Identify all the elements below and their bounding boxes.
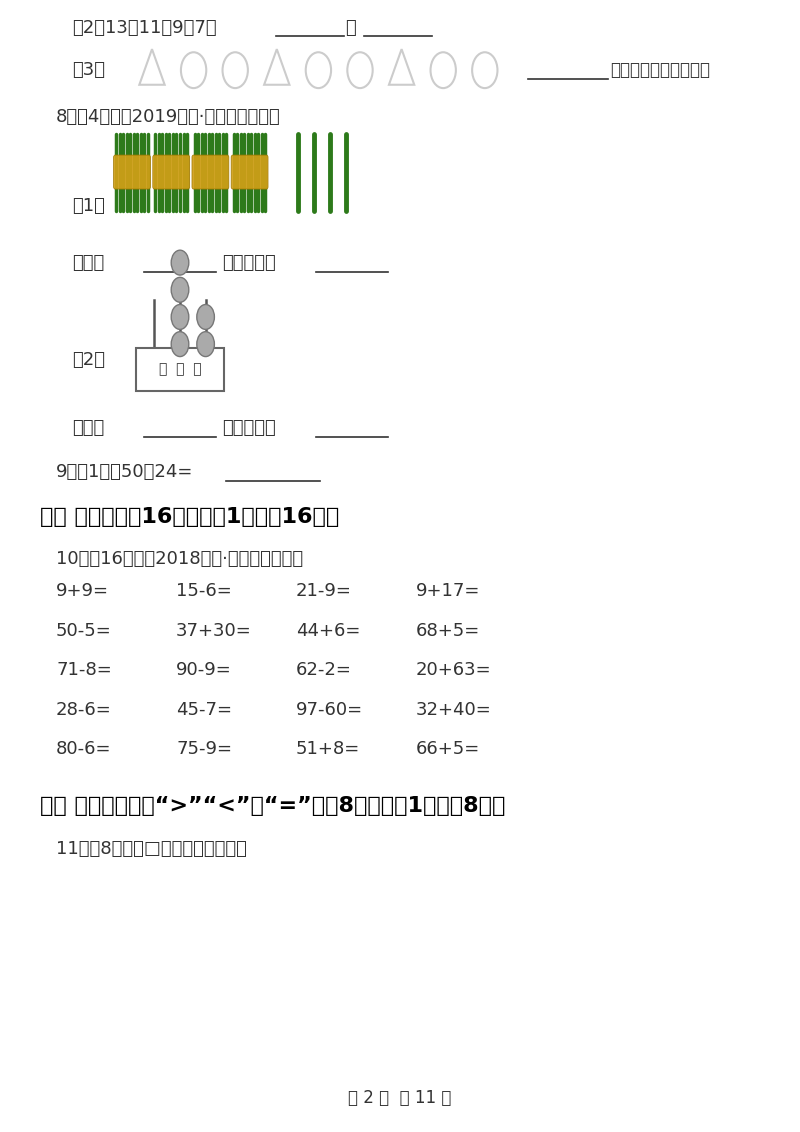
Text: 45-7=: 45-7= [176,701,232,719]
Circle shape [171,305,189,329]
Circle shape [197,305,214,329]
FancyBboxPatch shape [114,155,150,189]
Text: 读作：: 读作： [222,419,276,437]
Text: 。（接着画三个图形）: 。（接着画三个图形） [610,61,710,79]
Circle shape [197,332,214,357]
Text: 8．（4分）（2019一下·增城期中）填空: 8．（4分）（2019一下·增城期中）填空 [56,108,281,126]
Text: 写作：: 写作： [72,254,104,272]
Text: 9+17=: 9+17= [416,582,480,600]
Text: （2）: （2） [72,351,105,369]
Text: （1）: （1） [72,197,105,215]
Text: 97-60=: 97-60= [296,701,363,719]
Text: 66+5=: 66+5= [416,740,480,758]
Text: 68+5=: 68+5= [416,621,480,640]
Text: 15-6=: 15-6= [176,582,232,600]
Text: ，: ， [346,19,356,37]
Text: 百  十  个: 百 十 个 [158,362,202,376]
Text: （3）: （3） [72,61,105,79]
Text: 写作：: 写作： [72,419,104,437]
Text: 9．（1分）50－24=: 9．（1分）50－24= [56,463,194,481]
Text: （2）13，11，9，7，: （2）13，11，9，7， [72,19,217,37]
Text: 二、 我会算（入16分）（共1题；入16分）: 二、 我会算（入16分）（共1题；入16分） [40,507,339,528]
Text: 第 2 页  共 11 页: 第 2 页 共 11 页 [348,1089,452,1107]
FancyBboxPatch shape [192,155,229,189]
Text: 90-9=: 90-9= [176,661,232,679]
Text: 75-9=: 75-9= [176,740,232,758]
Text: 37+30=: 37+30= [176,621,252,640]
FancyBboxPatch shape [231,155,268,189]
Circle shape [171,277,189,302]
Circle shape [171,250,189,275]
Text: 28-6=: 28-6= [56,701,112,719]
Text: 44+6=: 44+6= [296,621,360,640]
Text: 9+9=: 9+9= [56,582,109,600]
Text: 80-6=: 80-6= [56,740,111,758]
Text: 11．（8分）在□里填上适当的数。: 11．（8分）在□里填上适当的数。 [56,840,247,858]
Text: 71-8=: 71-8= [56,661,112,679]
Text: 读作：: 读作： [222,254,276,272]
Text: 62-2=: 62-2= [296,661,352,679]
Circle shape [171,332,189,357]
Text: 51+8=: 51+8= [296,740,360,758]
Text: 32+40=: 32+40= [416,701,492,719]
Text: 21-9=: 21-9= [296,582,352,600]
Text: 三、 在横线上填上“>”“<”或“=”（共8分）（共1题；共8分）: 三、 在横线上填上“>”“<”或“=”（共8分）（共1题；共8分） [40,796,506,816]
FancyBboxPatch shape [153,155,190,189]
Bar [136,348,224,391]
Text: 10．（16分）（2018一下·云南期末）口算: 10．（16分）（2018一下·云南期末）口算 [56,550,303,568]
Text: 50-5=: 50-5= [56,621,112,640]
Text: 20+63=: 20+63= [416,661,492,679]
